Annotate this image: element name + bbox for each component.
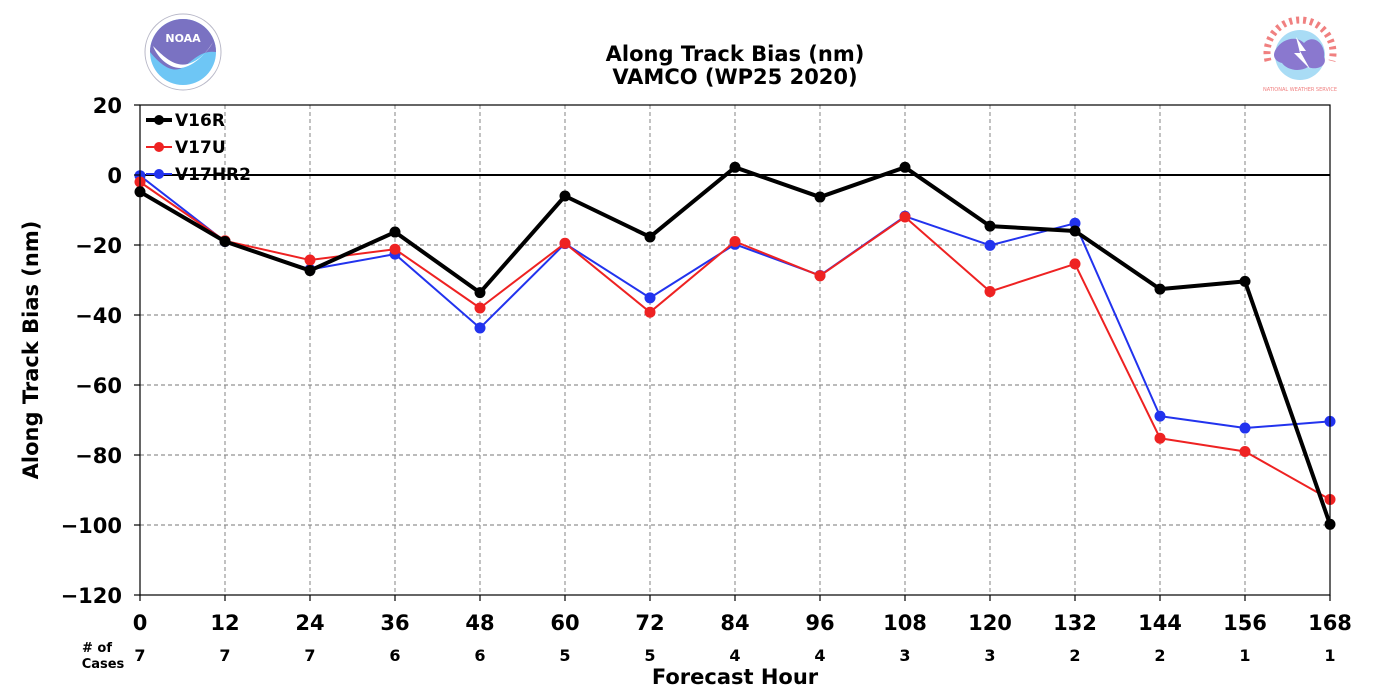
data-point <box>1239 422 1251 434</box>
legend-marker <box>154 169 164 179</box>
x-tick-label: 60 <box>550 611 579 635</box>
y-tick-label: −100 <box>61 514 122 538</box>
legend: V16R V17U V17HR2 <box>146 111 251 185</box>
data-point <box>559 237 571 249</box>
case-count: 6 <box>474 646 485 665</box>
data-point <box>1154 410 1166 422</box>
data-point <box>644 231 656 243</box>
x-tick-label: 120 <box>968 611 1012 635</box>
data-point <box>984 286 996 298</box>
legend-item: V16R <box>146 111 225 131</box>
data-point <box>474 302 486 314</box>
data-point <box>389 226 401 238</box>
x-ticks: 0 12 24 36 48 60 72 84 96 108 120 132 144 156 168 <box>133 595 1352 635</box>
data-point <box>729 236 741 247</box>
data-point <box>219 236 231 247</box>
x-tick-label: 156 <box>1223 611 1267 635</box>
legend-marker <box>154 115 164 125</box>
case-count: 1 <box>1239 646 1250 665</box>
x-tick-label: 72 <box>635 611 664 635</box>
case-count: 7 <box>219 646 230 665</box>
case-count: 2 <box>1154 646 1165 665</box>
plot-area: 200−20−40−60−80−100−120 0 12 24 36 48 60 72 84 9… <box>61 94 1352 665</box>
data-point <box>1239 275 1251 287</box>
case-count: 2 <box>1069 646 1080 665</box>
x-tick-label: 168 <box>1308 611 1352 635</box>
case-count: 5 <box>644 646 655 665</box>
cases-row: 7 7 7 6 6 5 5 4 4 3 3 2 2 1 1 <box>134 646 1335 665</box>
legend-label: V16R <box>175 111 225 131</box>
grid <box>139 104 1331 596</box>
y-tick-label: 20 <box>93 94 122 118</box>
legend-label: V17U <box>175 138 226 158</box>
case-count: 4 <box>814 646 825 665</box>
data-point <box>899 161 911 173</box>
x-tick-label: 12 <box>210 611 239 635</box>
cases-header-line2: Cases <box>82 657 125 672</box>
case-count: 3 <box>899 646 910 665</box>
data-point <box>1069 217 1081 229</box>
nws-logo-text: NATIONAL WEATHER SERVICE <box>1263 87 1337 93</box>
y-axis-label: Along Track Bias (nm) <box>19 221 43 480</box>
data-point <box>304 254 316 266</box>
case-count: 7 <box>134 646 145 665</box>
data-point <box>559 190 571 202</box>
x-tick-label: 84 <box>720 611 749 635</box>
nws-logo: NATIONAL WEATHER SERVICE <box>1263 16 1337 93</box>
data-point <box>1239 446 1251 457</box>
legend-item: V17U <box>146 138 226 158</box>
x-tick-label: 48 <box>465 611 494 635</box>
data-point <box>304 265 316 277</box>
case-count: 1 <box>1324 646 1335 665</box>
series-v16r <box>134 161 1336 530</box>
chart-subtitle: VAMCO (WP25 2020) <box>612 65 857 89</box>
data-point <box>474 322 486 334</box>
legend-item: V17HR2 <box>146 165 251 185</box>
data-point <box>899 211 911 223</box>
y-tick-label: −40 <box>75 304 122 328</box>
x-tick-label: 0 <box>133 611 148 635</box>
case-count: 4 <box>729 646 740 665</box>
data-point <box>644 292 656 304</box>
noaa-logo: NOAA <box>144 13 222 91</box>
noaa-logo-text: NOAA <box>165 32 201 45</box>
y-tick-label: 0 <box>107 164 122 188</box>
data-point <box>814 191 826 203</box>
case-count: 7 <box>304 646 315 665</box>
data-point <box>1069 258 1081 270</box>
data-point <box>729 161 741 173</box>
y-tick-label: −80 <box>75 444 122 468</box>
cases-header-line1: # of <box>82 641 112 656</box>
x-tick-label: 96 <box>805 611 834 635</box>
case-count: 6 <box>389 646 400 665</box>
data-point <box>644 306 656 318</box>
data-point <box>984 239 996 251</box>
data-point <box>389 243 401 255</box>
data-point <box>984 220 996 232</box>
x-tick-label: 132 <box>1053 611 1097 635</box>
legend-marker <box>154 142 164 152</box>
x-tick-label: 108 <box>883 611 927 635</box>
y-ticks: 20 0 −20 −40 −60 −80 −100 −120 <box>61 94 140 608</box>
chart-title: Along Track Bias (nm) <box>606 42 865 66</box>
legend-label: V17HR2 <box>175 165 251 185</box>
case-count: 3 <box>984 646 995 665</box>
series-layer <box>134 161 1336 530</box>
x-tick-label: 144 <box>1138 611 1182 635</box>
y-tick-label: −60 <box>75 374 122 398</box>
data-point <box>474 287 486 299</box>
x-tick-label: 36 <box>380 611 409 635</box>
y-tick-label: −120 <box>61 584 122 608</box>
x-axis-label: Forecast Hour <box>652 665 819 689</box>
data-point <box>1154 283 1166 295</box>
y-tick-label: −20 <box>75 234 122 258</box>
data-point <box>1154 432 1166 444</box>
data-point <box>1069 225 1081 237</box>
x-tick-label: 24 <box>295 611 324 635</box>
case-count: 5 <box>559 646 570 665</box>
data-point <box>814 270 826 282</box>
